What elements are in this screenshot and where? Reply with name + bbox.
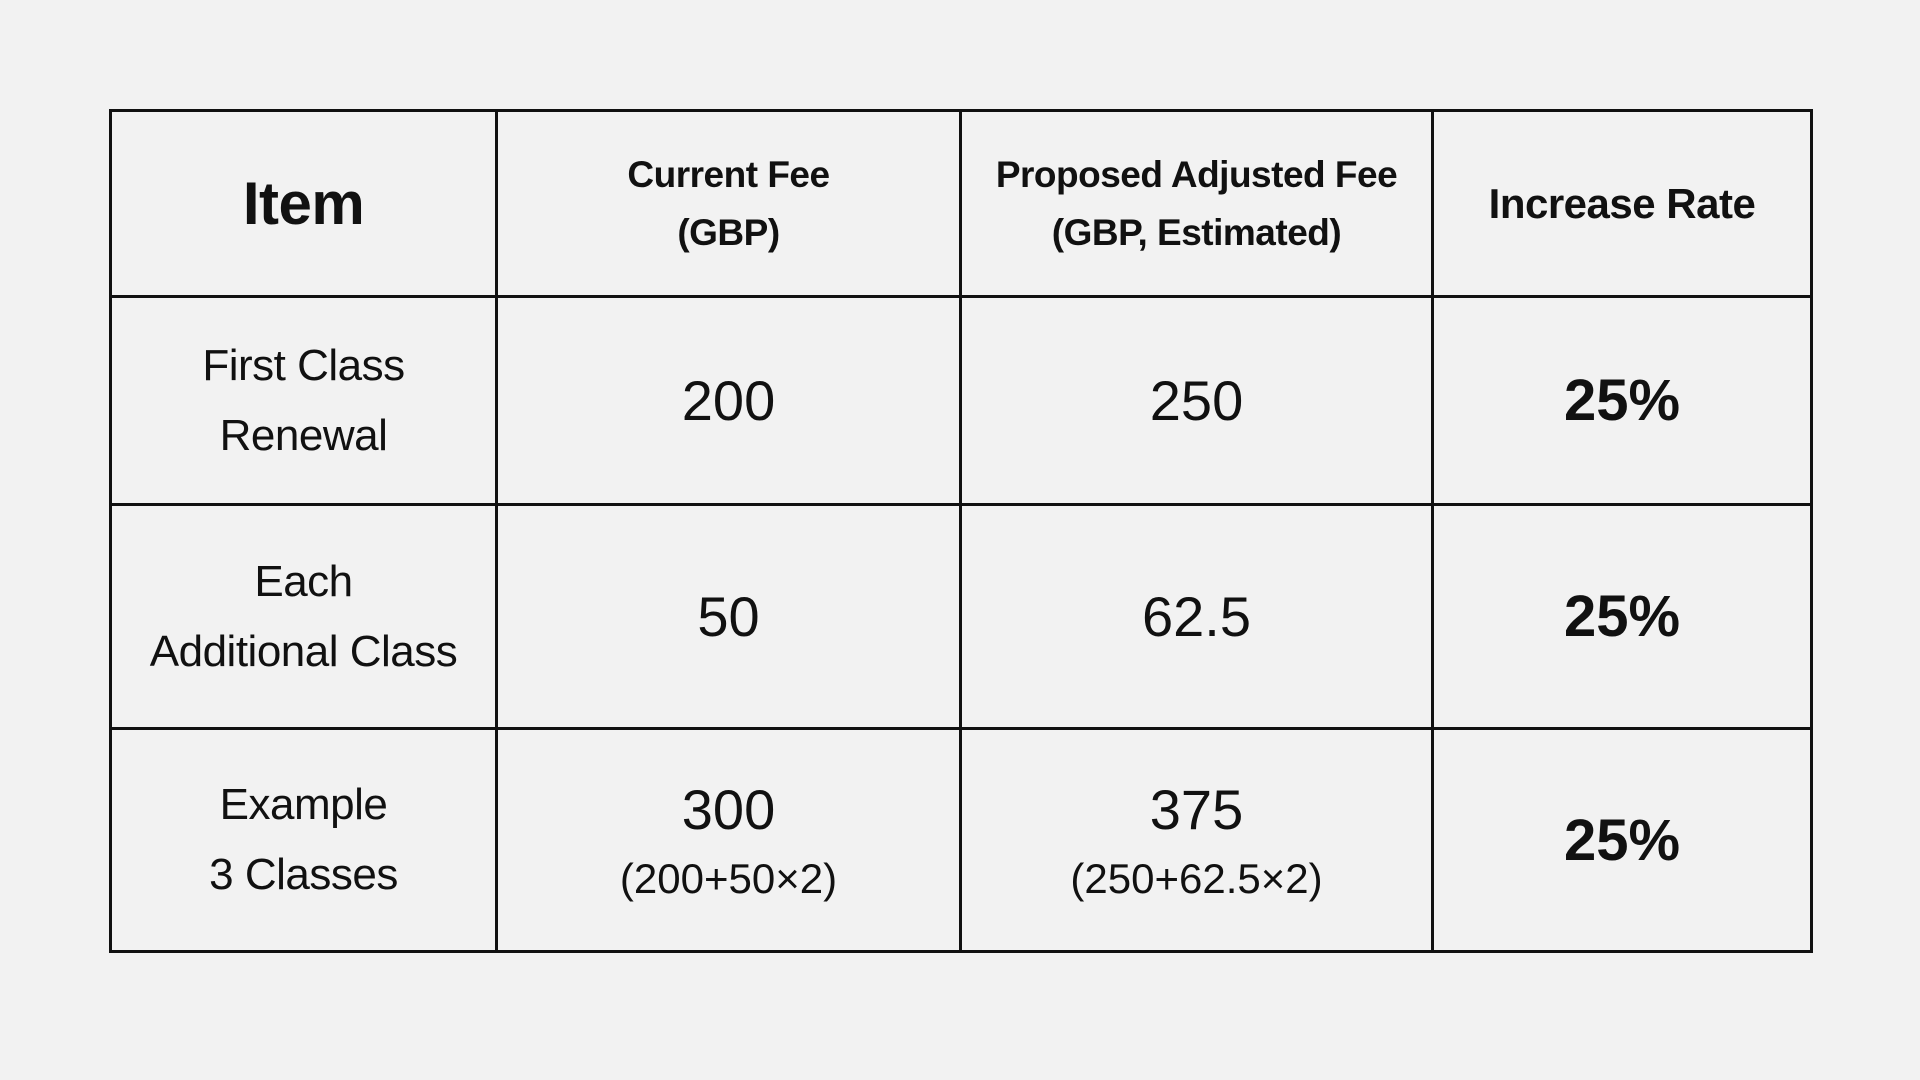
item-line: Example [219,780,388,829]
proposed-fee-note: (250+62.5×2) [1070,855,1323,902]
table-row: Example 3 Classes 300 (200+50×2) 375 (250+6… [109,727,1813,953]
increase-rate-cell: 25% [1431,727,1813,953]
increase-rate-cell: 25% [1431,503,1813,730]
proposed-fee-cell: 375 (250+62.5×2) [959,727,1434,953]
item-line: Additional Class [149,626,458,676]
header-increase-rate: Increase Rate [1431,109,1813,298]
header-item: Item [109,109,498,298]
item-line: First Class [202,340,405,390]
header-line: Proposed Adjusted Fee [995,153,1398,195]
header-line: (GBP, Estimated) [1051,211,1342,253]
table-row: Each Additional Class 50 62.5 25% [109,503,1813,730]
current-fee: 50 [697,584,760,648]
current-fee: 300 [681,778,776,841]
header-line: (GBP) [677,211,780,253]
proposed-fee: 250 [1149,368,1244,432]
proposed-fee: 62.5 [1142,584,1251,648]
increase-rate-cell: 25% [1431,295,1813,506]
fee-table: Item Current Fee (GBP) Proposed Adjusted … [109,109,1813,953]
item-cell: Each Additional Class [109,503,498,730]
current-fee-note: (200+50×2) [619,855,838,902]
item-line: Each [254,556,353,606]
proposed-fee: 375 [1149,778,1244,841]
item-line: Renewal [219,410,388,460]
item-cell: Example 3 Classes [109,727,498,953]
current-fee: 200 [681,368,776,432]
current-fee-cell: 300 (200+50×2) [495,727,962,953]
item-cell: First Class Renewal [109,295,498,506]
header-line: Current Fee [627,153,830,195]
header-row: Item Current Fee (GBP) Proposed Adjusted … [109,109,1813,298]
item-line: 3 Classes [209,850,398,899]
proposed-fee-cell: 62.5 [959,503,1434,730]
header-proposed-fee: Proposed Adjusted Fee (GBP, Estimated) [959,109,1434,298]
current-fee-cell: 200 [495,295,962,506]
header-current-fee: Current Fee (GBP) [495,109,962,298]
current-fee-cell: 50 [495,503,962,730]
table-row: First Class Renewal 200 250 25% [109,295,1813,506]
proposed-fee-cell: 250 [959,295,1434,506]
